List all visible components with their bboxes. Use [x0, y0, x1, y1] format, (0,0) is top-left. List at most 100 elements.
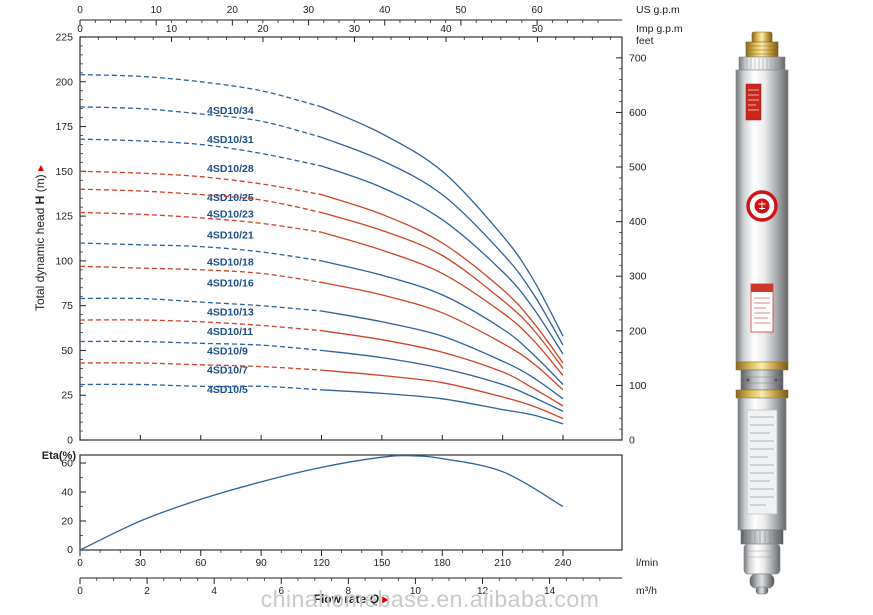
pump-curve-dashed-segment: [79, 242, 322, 262]
curve-label: 4SD10/11: [207, 326, 253, 338]
curve-label: 4SD10/9: [207, 345, 248, 357]
pump-curve: [321, 211, 564, 369]
axis-tick-label: 10: [410, 586, 422, 597]
axis-tick-label: 12: [477, 586, 489, 597]
curve-label: 4SD10/16: [207, 278, 254, 290]
pump-spec-label: [750, 283, 774, 333]
axis-tick-label: 40: [379, 5, 391, 16]
pump-curve-dashed-segment: [79, 340, 322, 352]
us-gpm-axis-label: US g.p.m: [636, 4, 680, 16]
axis-tick-label: 40: [61, 487, 73, 499]
pump-bottom-section: [740, 529, 784, 595]
axis-tick-label: 2: [144, 586, 150, 597]
pump-curve: [321, 136, 564, 346]
axis-tick-label: 100: [55, 255, 73, 267]
x-axis-title: Flow rate Q ▸: [314, 592, 390, 606]
axis-tick-label: 180: [434, 558, 451, 569]
axis-tick-label: 50: [455, 5, 467, 16]
axis-tick-label: 14: [544, 586, 556, 597]
pump-curve-dashed-segment: [79, 362, 322, 371]
pump-curve-dashed-segment: [79, 211, 322, 233]
axis-tick-label: 4: [211, 586, 217, 597]
pump-curve-dashed-segment: [79, 188, 322, 214]
pump-curve-dashed-segment: [79, 73, 322, 108]
pump-curve: [321, 281, 564, 391]
pump-coupling: [735, 361, 789, 399]
pump-curve: [321, 165, 564, 355]
axis-tick-label: 0: [77, 586, 83, 597]
axis-tick-label: 600: [629, 107, 647, 119]
pump-curve: [321, 349, 564, 412]
axis-tick-label: 100: [629, 380, 647, 392]
curve-label: 4SD10/28: [207, 163, 254, 175]
axis-tick-label: 40: [440, 24, 452, 35]
pump-curve-dashed-segment: [79, 138, 322, 167]
feet-axis-label: feet: [636, 35, 654, 47]
axis-tick-label: 0: [77, 24, 83, 35]
pump-curve-dashed-segment: [79, 170, 322, 196]
curve-label: 4SD10/7: [207, 365, 248, 377]
axis-tick-label: 30: [135, 558, 147, 569]
axis-tick-label: 175: [55, 121, 73, 133]
pump-curve: [321, 330, 564, 407]
axis-tick-label: 700: [629, 52, 647, 64]
pump-curve: [321, 106, 564, 337]
curve-label: 4SD10/23: [207, 208, 254, 220]
pump-product-photo: [735, 31, 789, 595]
pump-top-plug: [745, 31, 779, 58]
axis-tick-label: 90: [256, 558, 268, 569]
pump-curve: [321, 260, 564, 385]
axis-tick-label: 50: [532, 24, 544, 35]
m3h-axis-label: m³/h: [636, 585, 657, 597]
eta-chart-frame: [79, 454, 623, 551]
pump-curve: [321, 369, 564, 420]
head-chart-frame: [79, 36, 623, 441]
axis-tick-label: 8: [346, 586, 352, 597]
axis-tick-label: 0: [67, 435, 73, 447]
curve-label: 4SD10/13: [207, 307, 254, 319]
axis-tick-label: 75: [61, 300, 73, 312]
axis-tick-label: 200: [55, 76, 73, 88]
axis-tick-label: 400: [629, 216, 647, 228]
axis-tick-label: 300: [629, 271, 647, 283]
axis-tick-label: 150: [374, 558, 391, 569]
axis-tick-label: 60: [61, 458, 73, 470]
y-axis-title: Total dynamic head H (m) ▸: [33, 165, 47, 311]
axis-tick-label: 500: [629, 162, 647, 174]
imp-gpm-axis-label: Imp g.p.m: [636, 23, 683, 35]
axis-tick-label: 6: [278, 586, 284, 597]
pump-curve: [321, 310, 564, 400]
pump-curve-dashed-segment: [79, 265, 322, 284]
pump-logo-badge: [746, 190, 778, 222]
axis-tick-label: 60: [532, 5, 544, 16]
curve-label: 4SD10/25: [207, 192, 254, 204]
eta-curve: [79, 454, 564, 551]
curve-label: 4SD10/34: [207, 105, 254, 117]
axis-tick-label: 125: [55, 211, 73, 223]
axis-tick-label: 0: [77, 558, 83, 569]
pump-curve: [321, 193, 564, 364]
axis-tick-label: 10: [151, 5, 163, 16]
axis-tick-label: 0: [629, 435, 635, 447]
axis-tick-label: 210: [494, 558, 511, 569]
axis-tick-label: 20: [61, 516, 73, 528]
axis-tick-label: 0: [67, 544, 73, 556]
axis-tick-label: 20: [257, 24, 269, 35]
axis-tick-label: 50: [61, 345, 73, 357]
axis-tick-label: 200: [629, 325, 647, 337]
pump-curve-dashed-segment: [79, 106, 322, 138]
lmin-axis-label: l/min: [636, 557, 658, 569]
axis-tick-label: 120: [313, 558, 330, 569]
pump-brand-label: [745, 83, 762, 121]
pump-curve-dashed-segment: [79, 319, 322, 332]
axis-tick-label: 225: [55, 32, 73, 44]
eta-axis-label: Eta(%): [42, 450, 77, 462]
axis-tick-label: 25: [61, 390, 73, 402]
pump-top-collar: [738, 56, 786, 71]
axis-tick-label: 240: [555, 558, 572, 569]
pump-curve-dashed-segment: [79, 297, 322, 312]
axis-tick-label: 20: [227, 5, 239, 16]
pump-curve: [321, 389, 564, 425]
axis-tick-label: 60: [195, 558, 207, 569]
